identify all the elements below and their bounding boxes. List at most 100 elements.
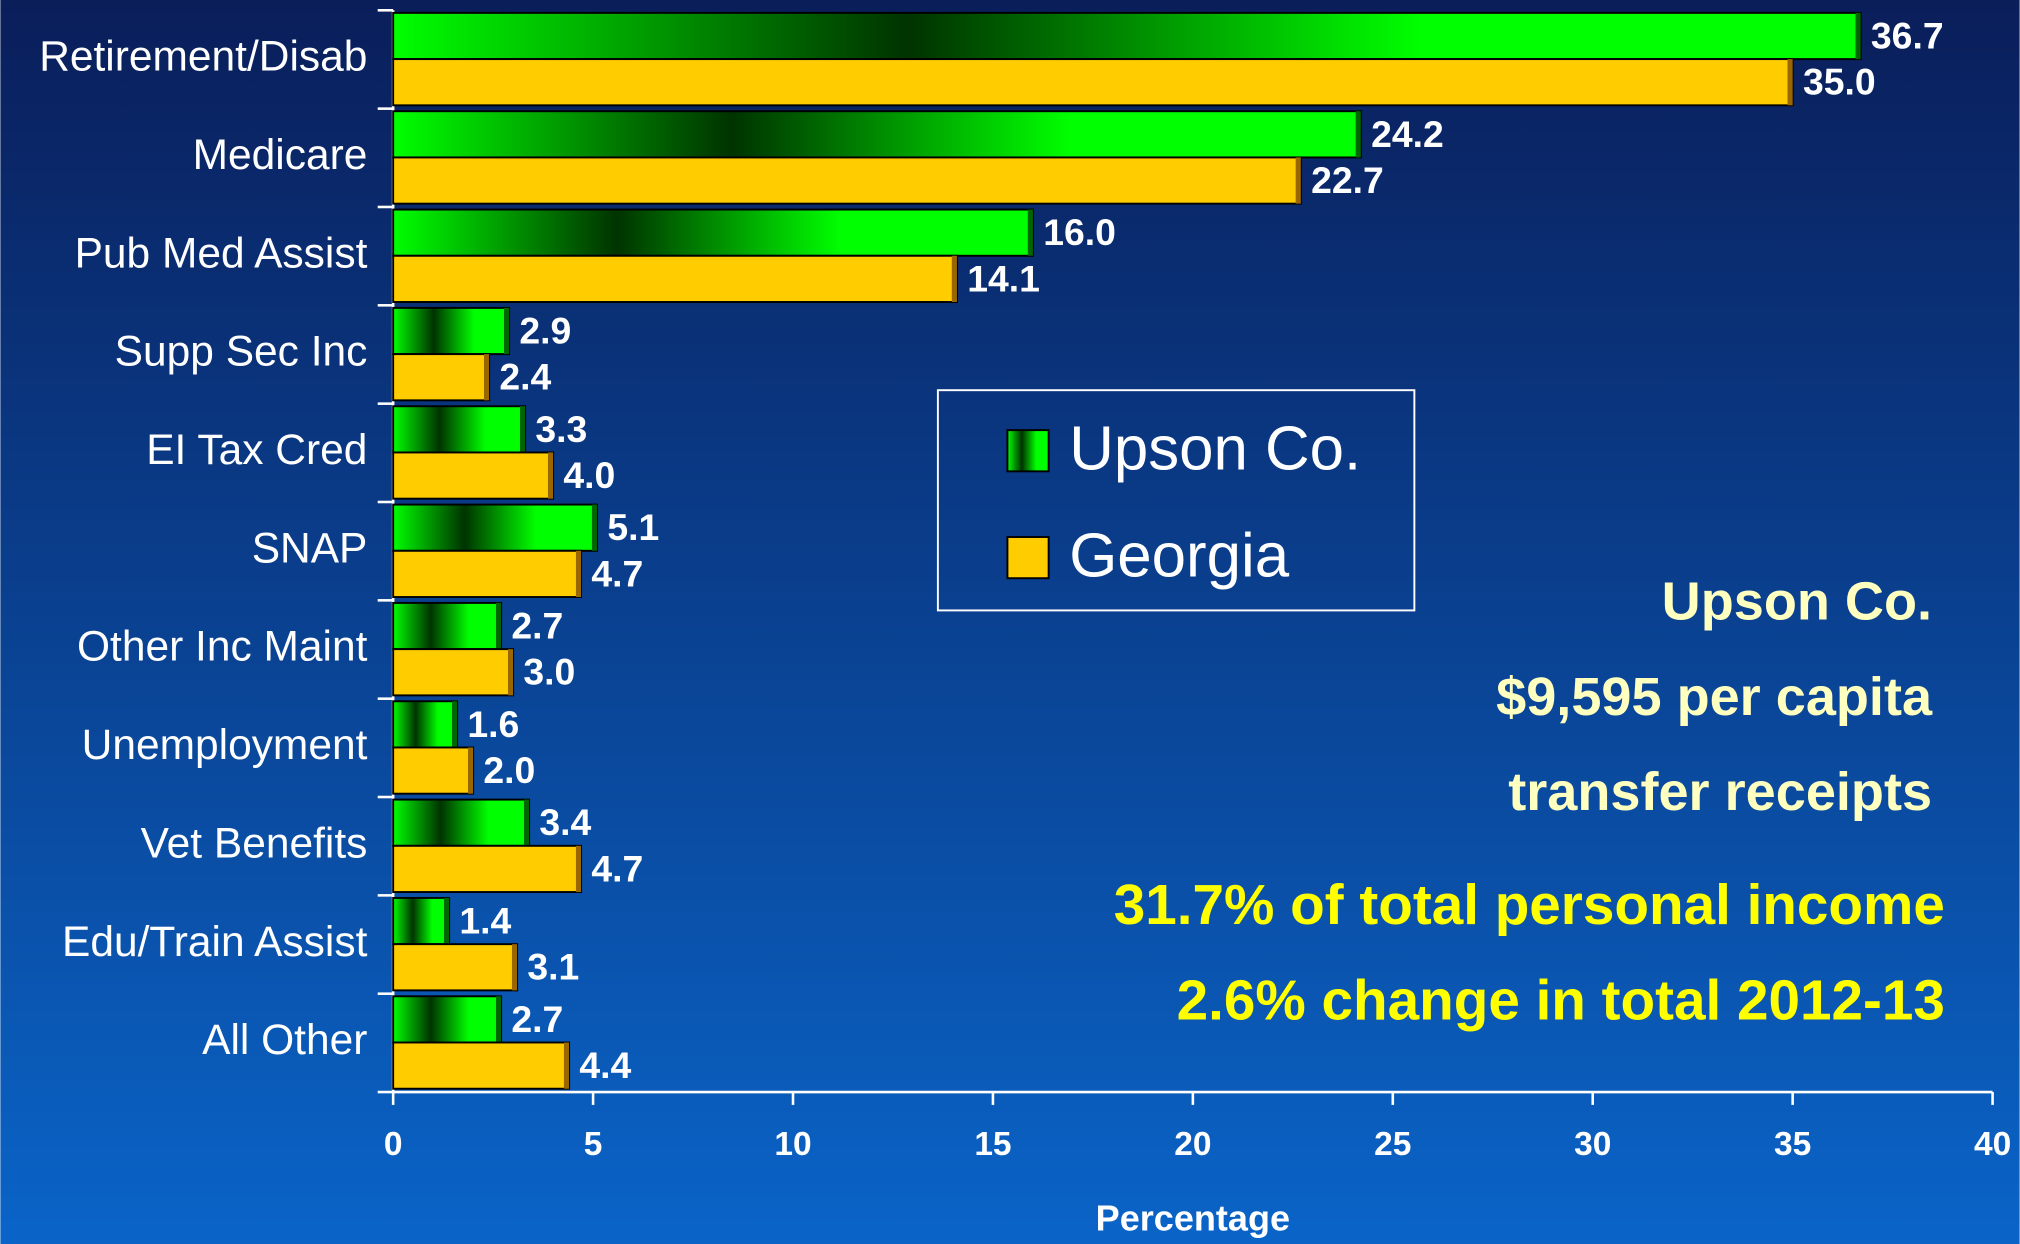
- bar: [392, 798, 531, 847]
- bar-edge: [1295, 157, 1301, 204]
- value-label: 24.2: [1371, 113, 1444, 155]
- value-label: 3.1: [527, 946, 579, 988]
- x-tick-label: 25: [1374, 1126, 1411, 1163]
- category-label: Pub Med Assist: [75, 230, 368, 277]
- value-label: 16.0: [1043, 211, 1116, 253]
- bar: [392, 700, 459, 749]
- value-label: 36.7: [1871, 14, 1944, 56]
- value-label: 4.7: [591, 552, 643, 594]
- bar-edge: [1855, 12, 1861, 60]
- bar-edge: [1355, 111, 1361, 158]
- legend-label: Georgia: [1069, 522, 1289, 591]
- bar-edge: [451, 701, 458, 748]
- bar: [392, 254, 958, 303]
- bar-edge: [519, 406, 526, 453]
- category-label: Medicare: [193, 132, 368, 179]
- x-axis-label: Percentage: [1096, 1197, 1290, 1238]
- value-label: 3.4: [539, 801, 591, 843]
- value-label: 4.0: [563, 454, 615, 496]
- category-label: Other Inc Maint: [77, 624, 368, 671]
- legend-swatch: [1006, 536, 1050, 580]
- bar: [392, 11, 1862, 61]
- value-label: 2.0: [483, 749, 535, 791]
- bar-edge: [951, 255, 957, 302]
- value-label: 3.3: [535, 408, 587, 450]
- category-label: Unemployment: [82, 722, 368, 769]
- bar-edge: [523, 799, 530, 846]
- bar: [392, 601, 503, 651]
- annotation: Upson Co.: [1662, 572, 1932, 632]
- bar: [392, 58, 1794, 107]
- bar: [392, 353, 491, 402]
- bar-edge: [495, 602, 502, 650]
- legend-label: Upson Co.: [1069, 415, 1361, 484]
- bar: [392, 549, 583, 598]
- bar-edge: [591, 504, 598, 551]
- x-tick-label: 35: [1774, 1126, 1811, 1163]
- bar: [392, 943, 519, 992]
- bar: [392, 110, 1362, 159]
- value-label: 3.0: [523, 651, 575, 693]
- bar-edge: [443, 897, 450, 945]
- category-label: Edu/Train Assist: [62, 919, 368, 966]
- x-tick-label: 15: [974, 1126, 1011, 1163]
- annotation: 2.6% change in total 2012-13: [1177, 969, 1945, 1032]
- bar: [392, 844, 583, 894]
- category-label: Supp Sec Inc: [115, 329, 368, 376]
- value-label: 4.4: [579, 1044, 631, 1086]
- bar-edge: [575, 845, 582, 893]
- value-label: 2.4: [499, 356, 551, 398]
- bar-edge: [467, 747, 474, 794]
- bar-edge: [483, 354, 490, 401]
- x-tick-label: 20: [1174, 1126, 1211, 1163]
- category-label: Vet Benefits: [141, 820, 368, 867]
- annotation: 31.7% of total personal income: [1114, 874, 1945, 937]
- legend-swatch: [1006, 429, 1050, 473]
- bar-edge: [563, 1042, 570, 1089]
- value-label: 35.0: [1803, 61, 1876, 103]
- category-label: SNAP: [252, 525, 368, 572]
- bar-edge: [495, 996, 502, 1043]
- bar-edge: [1027, 209, 1033, 256]
- legend-box: [936, 389, 1416, 612]
- x-tick-label: 40: [1974, 1126, 2011, 1163]
- bar: [392, 1041, 571, 1090]
- x-tick-label: 10: [774, 1126, 811, 1163]
- bar: [392, 746, 475, 795]
- value-label: 2.7: [511, 604, 563, 646]
- value-label: 22.7: [1311, 159, 1384, 201]
- bar-edge: [575, 550, 582, 598]
- category-label: EI Tax Cred: [146, 427, 367, 474]
- bar-edge: [547, 452, 554, 499]
- bar-edge: [503, 307, 510, 355]
- annotation: transfer receipts: [1508, 762, 1932, 822]
- x-tick-label: 30: [1574, 1126, 1611, 1163]
- value-label: 14.1: [967, 257, 1040, 299]
- bar: [392, 995, 503, 1044]
- bar-edge: [507, 649, 514, 696]
- bar: [392, 648, 515, 697]
- value-label: 2.9: [519, 309, 571, 351]
- bar: [392, 503, 599, 552]
- category-label: Retirement/Disab: [39, 34, 367, 81]
- bar: [392, 896, 451, 946]
- value-label: 4.7: [591, 847, 643, 889]
- bar-edge: [1787, 59, 1793, 106]
- bar: [392, 156, 1302, 205]
- value-label: 2.7: [511, 998, 563, 1040]
- bar: [392, 451, 555, 500]
- value-label: 1.6: [467, 703, 519, 745]
- bar: [392, 405, 527, 454]
- value-label: 1.4: [459, 899, 511, 941]
- category-label: All Other: [202, 1017, 367, 1064]
- value-label: 5.1: [607, 506, 659, 548]
- bar: [392, 306, 511, 356]
- annotation: $9,595 per capita: [1496, 667, 1933, 727]
- bar: [392, 208, 1034, 257]
- x-tick-label: 0: [384, 1126, 403, 1163]
- bar-edge: [511, 944, 518, 991]
- x-tick-label: 5: [584, 1126, 603, 1163]
